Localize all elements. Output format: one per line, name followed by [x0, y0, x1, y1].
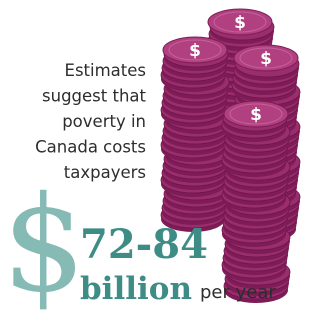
coin-sign: $ [260, 49, 272, 69]
intro-text: Estimates suggest that poverty in Canada co… [35, 61, 146, 182]
intro-line: suggest that [42, 87, 147, 106]
amount: 72-84 [80, 221, 208, 268]
coin-sign: $ [234, 13, 246, 33]
coin-sign: $ [189, 41, 201, 61]
infographic: $ $ $ $ Estimates suggest that poverty in Cana… [0, 0, 307, 316]
intro-line: Canada costs [35, 138, 146, 157]
unit: billion [80, 271, 192, 307]
intro-line: poverty in [62, 112, 146, 131]
big-dollar: $ [2, 168, 86, 316]
coin-sign: $ [250, 105, 262, 125]
coin-stack: $ [222, 101, 290, 303]
intro-line: Estimates [65, 61, 146, 80]
coin-stack: $ [161, 37, 229, 232]
period: per year [200, 282, 276, 303]
page: $ $ $ $ Estimates suggest that poverty in Cana… [0, 0, 320, 316]
